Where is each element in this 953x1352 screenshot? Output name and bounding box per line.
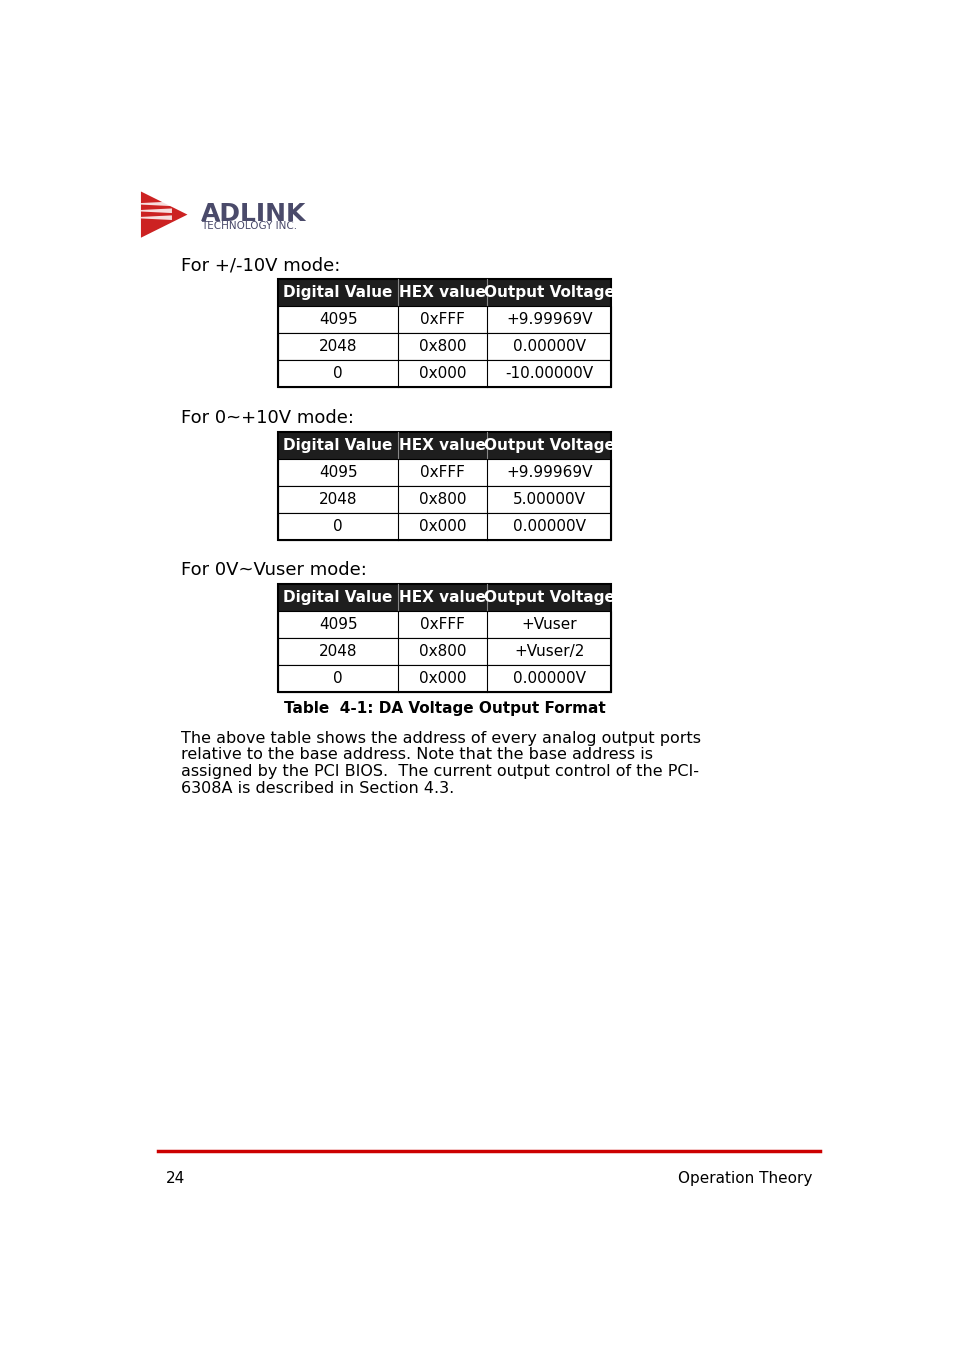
Text: 2048: 2048 — [318, 339, 357, 354]
Text: HEX value: HEX value — [399, 285, 486, 300]
Text: 0xFFF: 0xFFF — [420, 312, 465, 327]
Text: Digital Value: Digital Value — [283, 591, 393, 606]
Text: Digital Value: Digital Value — [283, 285, 393, 300]
Polygon shape — [141, 208, 172, 214]
Text: 24: 24 — [166, 1171, 185, 1186]
Text: 0: 0 — [333, 366, 343, 381]
Text: ADLINK: ADLINK — [200, 203, 306, 226]
Text: Output Voltage: Output Voltage — [483, 438, 614, 453]
FancyBboxPatch shape — [278, 611, 611, 638]
Text: +Vuser: +Vuser — [521, 617, 577, 633]
FancyBboxPatch shape — [278, 280, 611, 307]
Text: 0.00000V: 0.00000V — [513, 339, 585, 354]
Text: 0x000: 0x000 — [418, 366, 466, 381]
Text: 0: 0 — [333, 671, 343, 685]
Text: For +/-10V mode:: For +/-10V mode: — [181, 256, 340, 274]
Polygon shape — [141, 215, 172, 220]
Text: 0x000: 0x000 — [418, 519, 466, 534]
Text: 4095: 4095 — [318, 312, 357, 327]
Text: TECHNOLOGY INC.: TECHNOLOGY INC. — [200, 220, 296, 231]
Text: 0x000: 0x000 — [418, 671, 466, 685]
FancyBboxPatch shape — [278, 485, 611, 512]
Text: Digital Value: Digital Value — [283, 438, 393, 453]
Text: 0xFFF: 0xFFF — [420, 617, 465, 633]
Text: For 0~+10V mode:: For 0~+10V mode: — [181, 408, 354, 427]
Text: Output Voltage: Output Voltage — [483, 285, 614, 300]
Text: For 0V~Vuser mode:: For 0V~Vuser mode: — [181, 561, 367, 579]
Text: +9.99969V: +9.99969V — [506, 312, 592, 327]
FancyBboxPatch shape — [278, 665, 611, 692]
Text: +Vuser/2: +Vuser/2 — [514, 644, 584, 658]
Polygon shape — [141, 192, 187, 238]
Text: +9.99969V: +9.99969V — [506, 465, 592, 480]
Text: 2048: 2048 — [318, 492, 357, 507]
Text: 4095: 4095 — [318, 465, 357, 480]
Text: 0.00000V: 0.00000V — [513, 671, 585, 685]
FancyBboxPatch shape — [278, 458, 611, 485]
Polygon shape — [141, 201, 172, 206]
Text: Output Voltage: Output Voltage — [483, 591, 614, 606]
Text: HEX value: HEX value — [399, 591, 486, 606]
Text: 6308A is described in Section 4.3.: 6308A is described in Section 4.3. — [181, 781, 454, 796]
Text: 5.00000V: 5.00000V — [513, 492, 585, 507]
Text: 0x800: 0x800 — [418, 644, 466, 658]
Text: assigned by the PCI BIOS.  The current output control of the PCI-: assigned by the PCI BIOS. The current ou… — [181, 764, 699, 779]
Text: 0x800: 0x800 — [418, 339, 466, 354]
FancyBboxPatch shape — [278, 307, 611, 333]
Text: HEX value: HEX value — [399, 438, 486, 453]
Text: 0: 0 — [333, 519, 343, 534]
FancyBboxPatch shape — [278, 512, 611, 539]
Text: 0x800: 0x800 — [418, 492, 466, 507]
Text: -10.00000V: -10.00000V — [505, 366, 593, 381]
Text: 0xFFF: 0xFFF — [420, 465, 465, 480]
FancyBboxPatch shape — [278, 333, 611, 360]
Text: Operation Theory: Operation Theory — [677, 1171, 811, 1186]
Text: Table  4-1: DA Voltage Output Format: Table 4-1: DA Voltage Output Format — [284, 702, 605, 717]
Text: 2048: 2048 — [318, 644, 357, 658]
Text: relative to the base address. Note that the base address is: relative to the base address. Note that … — [181, 748, 653, 763]
Text: 0.00000V: 0.00000V — [513, 519, 585, 534]
Text: 4095: 4095 — [318, 617, 357, 633]
FancyBboxPatch shape — [278, 638, 611, 665]
FancyBboxPatch shape — [278, 431, 611, 458]
FancyBboxPatch shape — [278, 360, 611, 387]
FancyBboxPatch shape — [278, 584, 611, 611]
Text: The above table shows the address of every analog output ports: The above table shows the address of eve… — [181, 730, 700, 745]
